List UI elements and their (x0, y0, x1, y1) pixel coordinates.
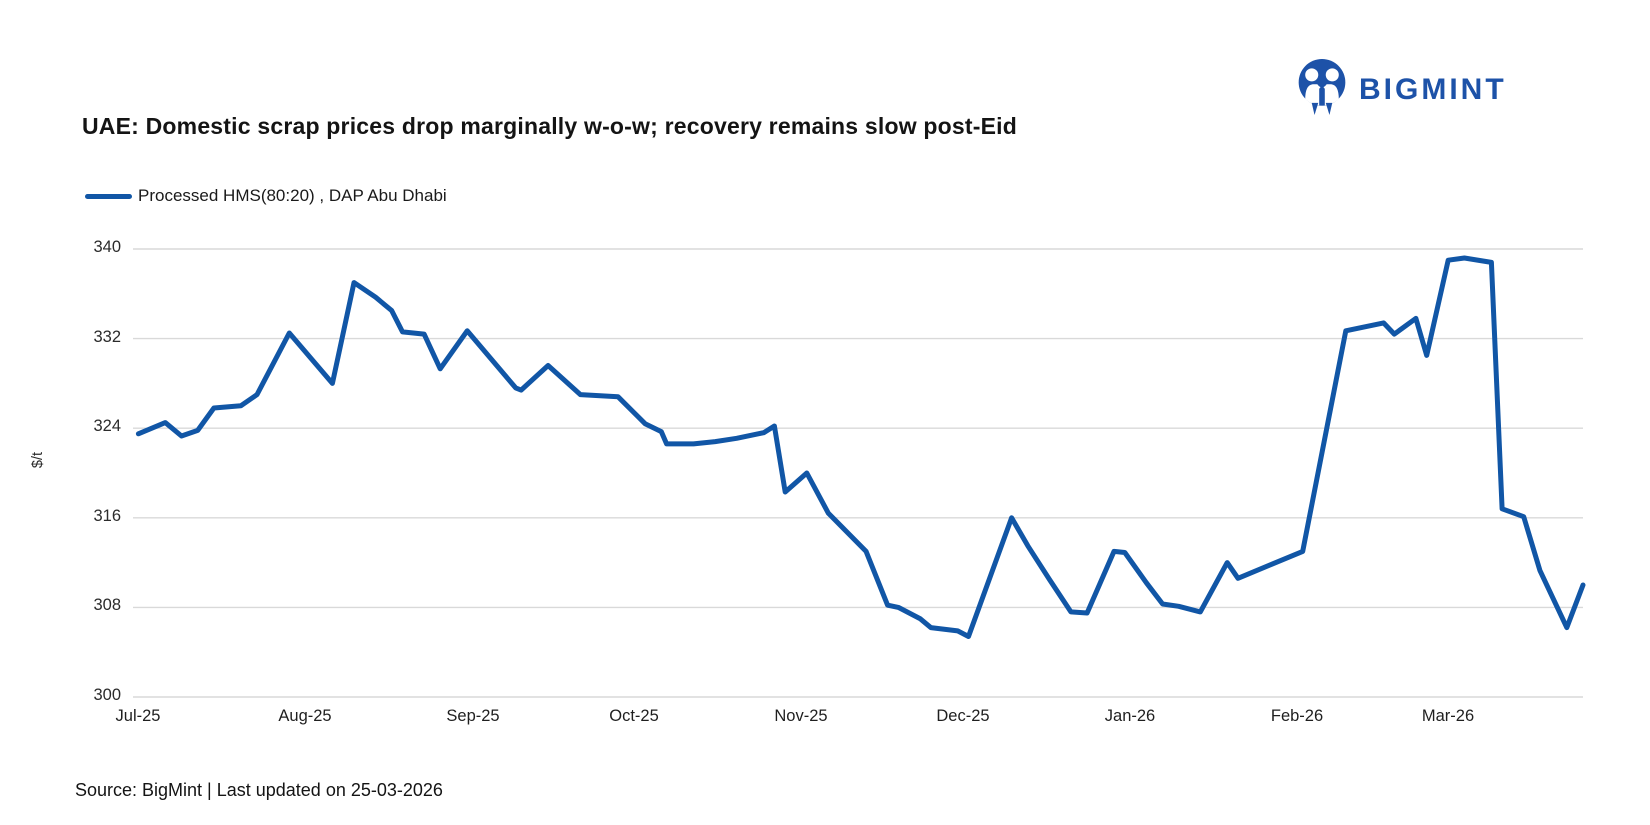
y-tick-label: 332 (93, 328, 121, 346)
x-tick-label: Dec-25 (936, 707, 990, 725)
legend-series-label: Processed HMS(80:20) , DAP Abu Dhabi (138, 186, 447, 205)
x-tick-label: Feb-26 (1270, 707, 1324, 725)
price-line (135, 255, 1586, 639)
x-tick-label: Jan-26 (1104, 707, 1156, 725)
x-tick-label: Aug-25 (278, 707, 332, 725)
y-axis-title: $/t (30, 451, 46, 469)
x-tick-label: Oct-25 (609, 707, 659, 725)
bigmint-logo: BIGMINT (1294, 56, 1507, 123)
y-tick-label: 316 (93, 507, 121, 525)
y-tick-label: 340 (93, 238, 121, 256)
y-tick-label: 308 (93, 596, 121, 614)
bigmint-logo-icon (1294, 56, 1350, 123)
source-note: Source: BigMint | Last updated on 25-03-… (75, 780, 443, 800)
bigmint-logo-text: BIGMINT (1359, 72, 1507, 106)
y-tick-label: 324 (93, 417, 121, 435)
legend: Processed HMS(80:20) , DAP Abu Dhabi (85, 186, 447, 206)
x-tick-label: Jul-25 (115, 707, 161, 725)
legend-line-swatch (85, 193, 132, 199)
x-tick-label: Nov-25 (774, 707, 828, 725)
x-tick-label: Mar-26 (1421, 707, 1475, 725)
y-tick-label: 300 (93, 686, 121, 704)
x-tick-label: Sep-25 (446, 707, 500, 725)
chart-title: UAE: Domestic scrap prices drop marginal… (82, 113, 1017, 139)
